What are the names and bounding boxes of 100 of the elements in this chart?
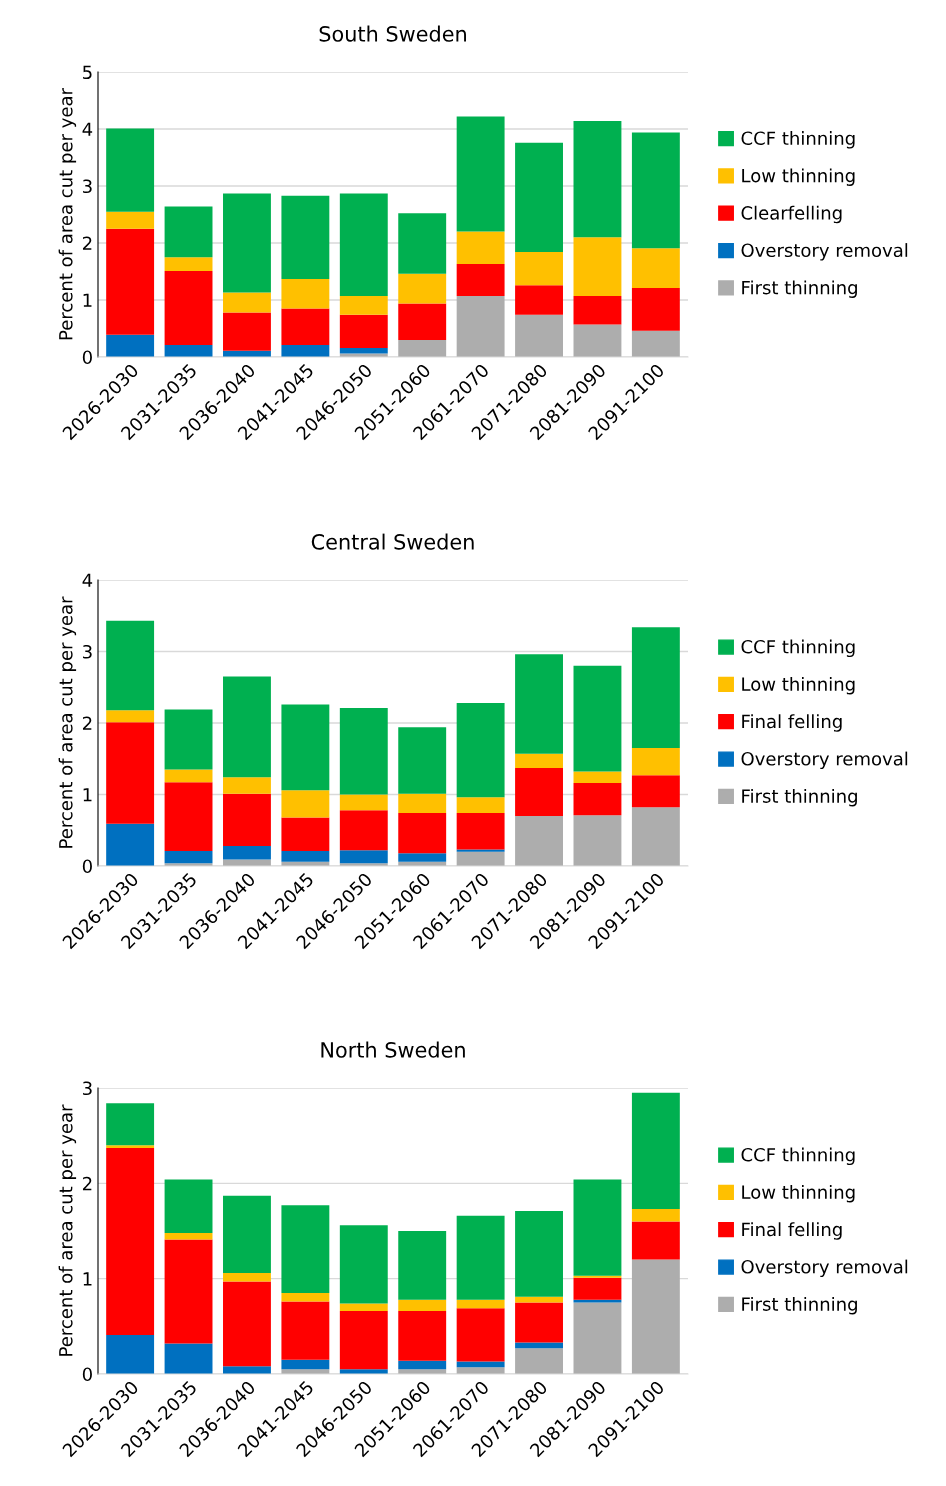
bar bbox=[631, 627, 680, 749]
bar bbox=[106, 1148, 155, 1335]
bar bbox=[339, 794, 388, 811]
bar bbox=[106, 710, 155, 723]
bar bbox=[515, 1210, 563, 1297]
bar bbox=[398, 339, 447, 357]
bar bbox=[573, 1179, 622, 1276]
chart-title: North Sweden bbox=[321, 1041, 465, 1058]
bar bbox=[573, 237, 622, 297]
y-tick-label: 0 bbox=[82, 859, 92, 874]
bar bbox=[106, 228, 155, 335]
legend-label: Clearfelling bbox=[741, 205, 842, 224]
bar bbox=[456, 702, 505, 798]
bar bbox=[164, 1343, 213, 1374]
bar bbox=[573, 771, 622, 784]
bar bbox=[515, 753, 563, 769]
bar bbox=[164, 1232, 213, 1240]
bar bbox=[398, 1299, 447, 1312]
y-tick-label: 2 bbox=[82, 716, 92, 730]
bar bbox=[573, 324, 622, 357]
bar bbox=[223, 193, 271, 293]
bar bbox=[515, 1348, 563, 1374]
bar bbox=[164, 206, 213, 258]
bar bbox=[515, 285, 563, 315]
bar bbox=[573, 815, 622, 866]
bar bbox=[281, 308, 330, 346]
bar bbox=[281, 817, 330, 851]
bar bbox=[515, 252, 563, 286]
y-tick-label: 5 bbox=[83, 65, 92, 80]
chart-title: Central Sweden bbox=[311, 533, 474, 550]
bar bbox=[398, 273, 447, 304]
bar bbox=[515, 768, 563, 816]
y-tick-label: 3 bbox=[83, 644, 92, 659]
bar bbox=[573, 1277, 622, 1300]
bar bbox=[281, 790, 330, 818]
legend-label: First thinning bbox=[742, 788, 857, 807]
bar bbox=[281, 850, 330, 862]
bar bbox=[573, 296, 622, 325]
bar bbox=[515, 142, 563, 253]
bar bbox=[281, 1292, 330, 1302]
legend-label: CCF thinning bbox=[741, 131, 855, 149]
bar bbox=[281, 1359, 330, 1370]
bar bbox=[398, 1311, 447, 1361]
bar bbox=[398, 1231, 447, 1300]
bar bbox=[456, 231, 505, 265]
y-tick-label: 3 bbox=[83, 1081, 92, 1096]
bar bbox=[456, 849, 505, 852]
bar bbox=[631, 248, 680, 289]
legend-label: CCF thinning bbox=[741, 639, 855, 658]
bar bbox=[281, 1205, 330, 1293]
bar bbox=[573, 665, 622, 772]
bar bbox=[339, 1311, 388, 1370]
bar bbox=[106, 1145, 155, 1149]
y-axis-title: Percent of area cut per year bbox=[58, 88, 77, 340]
legend-label: Low thinning bbox=[742, 168, 855, 186]
bar bbox=[223, 793, 271, 846]
bar bbox=[339, 193, 388, 297]
y-tick-label: 1 bbox=[83, 788, 92, 802]
bar bbox=[164, 709, 213, 770]
y-tick-label: 2 bbox=[82, 236, 92, 250]
bar bbox=[631, 288, 680, 331]
bar bbox=[631, 132, 680, 249]
bar bbox=[631, 775, 680, 808]
bar bbox=[164, 769, 213, 783]
bar bbox=[339, 347, 388, 354]
bar bbox=[339, 850, 388, 864]
bar bbox=[515, 815, 563, 866]
bar bbox=[164, 1179, 213, 1233]
bar bbox=[106, 211, 155, 229]
bar bbox=[515, 314, 563, 357]
bar bbox=[631, 1221, 680, 1260]
legend-label: First thinning bbox=[742, 1296, 857, 1315]
bar bbox=[456, 116, 505, 232]
bar bbox=[106, 334, 155, 357]
bar bbox=[339, 296, 388, 315]
bar bbox=[456, 1308, 505, 1362]
bar bbox=[339, 810, 388, 851]
y-axis-title: Percent of area cut per year bbox=[58, 596, 77, 848]
legend-label: Overstory removal bbox=[741, 1259, 908, 1278]
bar bbox=[456, 264, 505, 297]
bar bbox=[456, 1215, 505, 1300]
bar bbox=[573, 1302, 622, 1374]
bar bbox=[223, 292, 271, 313]
bar bbox=[106, 722, 155, 824]
bar bbox=[223, 845, 271, 860]
y-tick-label: 4 bbox=[82, 122, 93, 136]
bar bbox=[164, 1239, 213, 1344]
legend-label: First thinning bbox=[742, 280, 857, 298]
legend-label: Final felling bbox=[742, 714, 842, 732]
bar bbox=[398, 813, 447, 854]
y-tick-label: 0 bbox=[82, 350, 92, 365]
bar bbox=[515, 1302, 563, 1343]
bar bbox=[398, 213, 447, 274]
chart-title: South Sweden bbox=[319, 25, 466, 42]
bar bbox=[456, 1299, 505, 1309]
bar bbox=[223, 312, 271, 351]
bar bbox=[339, 314, 388, 348]
bar bbox=[281, 195, 330, 279]
y-tick-label: 1 bbox=[83, 293, 92, 307]
bar bbox=[164, 345, 213, 357]
